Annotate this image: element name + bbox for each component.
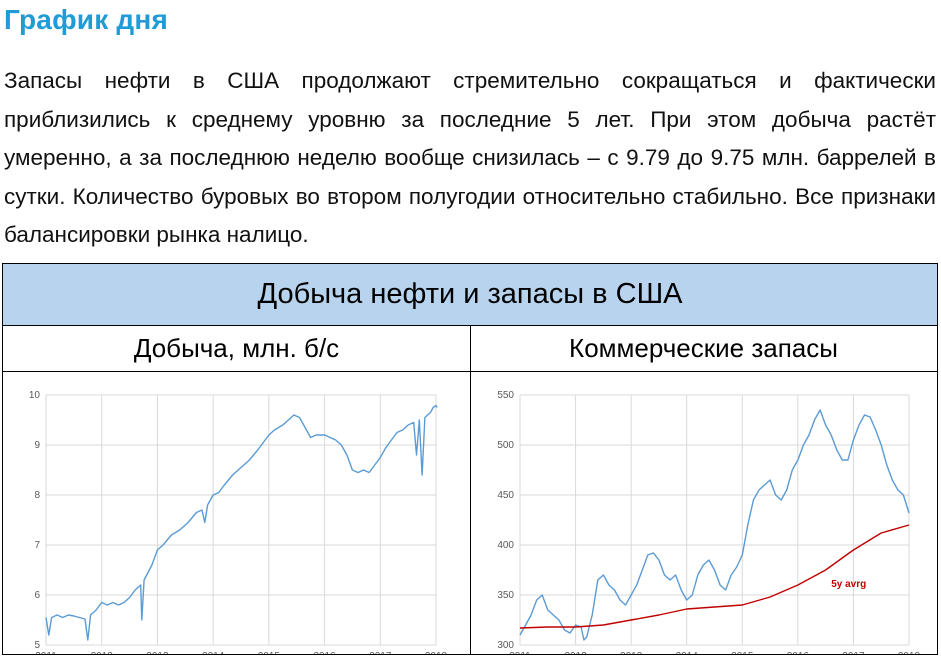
x-tick-label: 2015: [258, 651, 281, 654]
y-tick-label: 450: [497, 490, 514, 501]
y-tick-label: 9: [34, 440, 40, 451]
inventory-chart: 300 350 400 450 500 550 2011 2012 2013 2014 2015 20…: [497, 390, 921, 654]
x-tick-label: 2017: [369, 651, 392, 654]
y-tick-label: 7: [34, 540, 40, 551]
x-tick-label: 2017: [842, 651, 865, 654]
y-tick-label: 400: [497, 540, 514, 551]
y-tick-label: 500: [497, 440, 514, 451]
page-title: График дня: [4, 4, 169, 35]
x-tick-label: 2012: [91, 651, 114, 654]
y-tick-label: 6: [34, 590, 40, 601]
x-tick-label: 2015: [731, 651, 754, 654]
x-tick-label: 2014: [676, 651, 699, 654]
x-tick-label: 2016: [313, 651, 336, 654]
x-tick-label: 2013: [620, 651, 643, 654]
y-tick-label: 10: [29, 390, 41, 401]
production-column-header: Добыча, млн. б/с: [3, 326, 470, 372]
x-tick-label: 2014: [202, 651, 225, 654]
series-line: [519, 409, 910, 641]
inventory-column-header: Коммерческие запасы: [470, 326, 937, 372]
series-line-5y-average: [519, 524, 910, 629]
column-divider: [470, 326, 471, 655]
x-tick-label: 2018: [425, 651, 448, 654]
x-tick-label: 2012: [564, 651, 587, 654]
y-tick-label: 350: [497, 590, 514, 601]
y-tick-label: 300: [497, 640, 514, 651]
x-tick-label: 2013: [146, 651, 169, 654]
x-tick-label: 2018: [898, 651, 921, 654]
x-tick-label: 2011: [509, 651, 531, 654]
x-tick-label: 2016: [787, 651, 810, 654]
production-chart: 5 6 7 8 9 10 2011 2012 2013 2014 2015 2016 2017 2018: [29, 390, 448, 654]
x-tick-label: 2011: [35, 651, 57, 654]
five-year-average-annotation: 5y avrg: [831, 579, 866, 590]
y-tick-label: 8: [34, 490, 40, 501]
series-line: [45, 404, 438, 641]
table-header: Добыча нефти и запасы в США: [3, 264, 937, 326]
y-tick-label: 5: [34, 640, 40, 651]
y-tick-label: 550: [497, 390, 514, 401]
charts-table: Добыча нефти и запасы в США Добыча, млн.…: [2, 263, 938, 655]
description-paragraph: Запасы нефти в США продолжают стремитель…: [4, 68, 936, 247]
